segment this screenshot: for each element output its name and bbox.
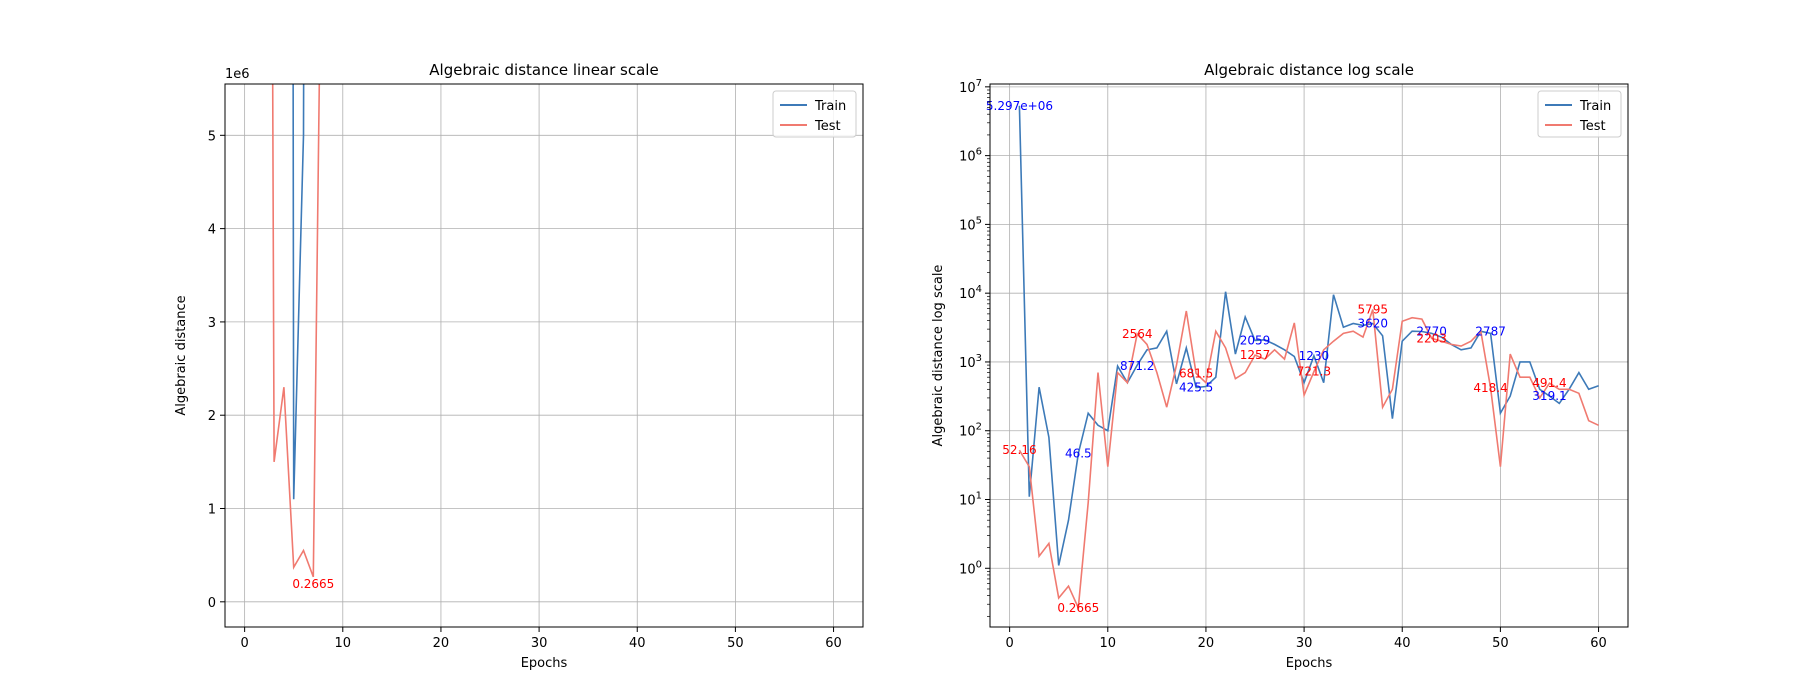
y-tick-label: 1 [208, 503, 216, 518]
y-axis-label: Algebraic distance log scale [931, 265, 946, 447]
data-label: 319.1 [1532, 389, 1566, 403]
data-label: 2203 [1416, 331, 1447, 345]
data-label: 0.2665 [1057, 601, 1099, 615]
data-label: 0.2665 [292, 577, 334, 591]
data-label: 1257 [1240, 348, 1271, 362]
y-tick-label: 4 [208, 223, 216, 238]
data-label: 1230 [1299, 349, 1330, 363]
data-label: 418.4 [1473, 381, 1507, 395]
data-label: 5.297e+06 [986, 99, 1053, 113]
chart-title: Algebraic distance log scale [1204, 61, 1414, 79]
x-axis-label: Epochs [1286, 656, 1333, 671]
data-label: 2787 [1475, 324, 1506, 338]
x-tick-label: 60 [825, 636, 842, 651]
y-tick-label: 3 [208, 316, 216, 331]
series-line-train [1018, 105, 1599, 566]
data-label: 2770 [1416, 325, 1447, 339]
y-tick-label: 105 [959, 215, 982, 233]
x-tick-label: 20 [1198, 636, 1215, 651]
legend-label: Test [1579, 119, 1606, 134]
legend-label: Train [814, 99, 846, 114]
axes-frame [224, 83, 864, 628]
y-tick-label: 2 [208, 409, 216, 424]
x-tick-label: 30 [531, 636, 548, 651]
y-tick-label: 100 [959, 559, 982, 577]
x-tick-label: 0 [240, 636, 248, 651]
x-tick-label: 50 [727, 636, 744, 651]
y-tick-label: 103 [959, 353, 982, 371]
y-tick-label: 5 [208, 129, 216, 144]
y-tick-label: 102 [959, 422, 982, 440]
data-label: 2564 [1122, 327, 1153, 341]
x-tick-label: 10 [1100, 636, 1117, 651]
series-line-test [271, 84, 321, 578]
data-label: 681.5 [1179, 366, 1213, 380]
chart-title: Algebraic distance linear scale [429, 61, 658, 79]
chart-0: 5.297e+0646.5871.2425.520591230362027702… [174, 0, 864, 671]
data-label: 425.5 [1179, 380, 1213, 394]
y-tick-label: 101 [959, 490, 982, 508]
series-line-test [1018, 309, 1599, 611]
y-tick-label: 106 [959, 147, 982, 165]
x-tick-label: 0 [1005, 636, 1013, 651]
x-tick-label: 50 [1492, 636, 1509, 651]
legend-label: Train [1579, 99, 1611, 114]
x-tick-label: 10 [335, 636, 352, 651]
x-tick-label: 20 [433, 636, 450, 651]
data-label: 52.16 [1002, 443, 1036, 457]
data-label: 5795 [1358, 302, 1389, 316]
y-offset-label: 1e6 [225, 67, 250, 82]
x-tick-label: 40 [1394, 636, 1411, 651]
data-label: 871.2 [1120, 359, 1154, 373]
axes-frame [989, 83, 1629, 628]
data-label: 721.3 [1297, 365, 1331, 379]
legend-label: Test [814, 119, 841, 134]
x-axis-label: Epochs [521, 656, 568, 671]
y-tick-label: 104 [959, 284, 982, 302]
data-label: 491.4 [1532, 376, 1566, 390]
x-tick-label: 60 [1590, 636, 1607, 651]
data-label: 2059 [1240, 333, 1271, 347]
x-tick-label: 40 [629, 636, 646, 651]
y-axis-label: Algebraic distance [174, 295, 189, 415]
y-tick-label: 107 [959, 78, 982, 96]
y-tick-label: 0 [208, 596, 216, 611]
data-label: 3620 [1358, 317, 1389, 331]
series-line-train [254, 0, 833, 544]
x-tick-label: 30 [1296, 636, 1313, 651]
data-label: 46.5 [1065, 447, 1092, 461]
